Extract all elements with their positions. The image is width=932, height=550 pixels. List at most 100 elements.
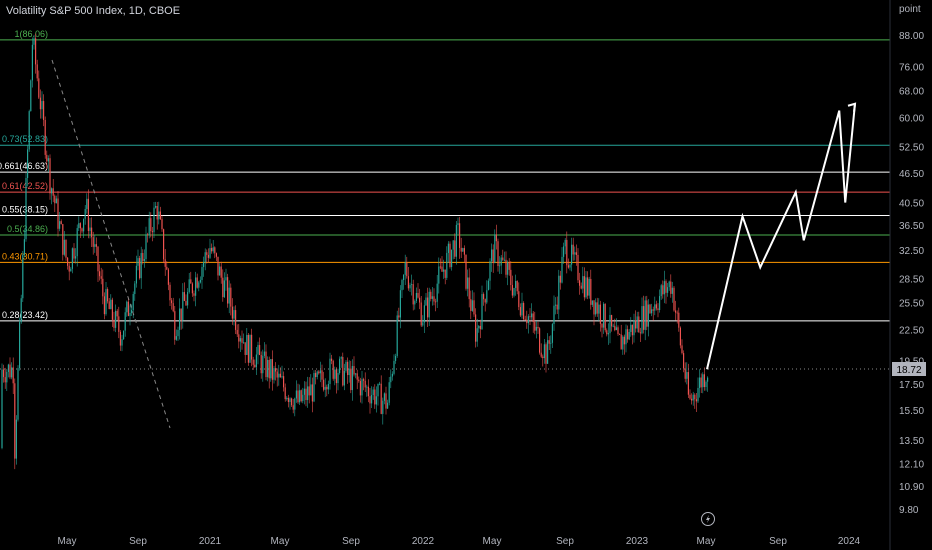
candle-body <box>249 334 251 363</box>
candle-body <box>556 304 558 310</box>
candle-body <box>654 304 656 311</box>
fibonacci-levels: 1(86.06) 0.73(52.83) 0.661(46.63) 0.61(42.5… <box>0 29 890 322</box>
candle-body <box>483 294 485 300</box>
candle-body <box>302 394 304 402</box>
candle-body <box>63 239 65 255</box>
candle-body <box>139 258 141 279</box>
candle-body <box>614 325 616 331</box>
candle-body <box>70 268 72 272</box>
candle-body <box>620 334 622 350</box>
projection-path <box>706 102 857 370</box>
candle-body <box>462 248 464 252</box>
candle-body <box>395 356 397 361</box>
candle-body <box>627 329 629 340</box>
candle-body <box>433 296 435 302</box>
projection-arrowhead <box>847 102 857 112</box>
candle-body <box>300 390 302 402</box>
candle-body <box>663 281 665 295</box>
candle-body <box>502 257 504 260</box>
candle-body <box>471 300 473 311</box>
candle-body <box>364 380 366 388</box>
candle-body <box>516 280 518 292</box>
candle-body <box>331 358 333 361</box>
candle-body <box>270 359 272 379</box>
candle-body <box>547 340 549 364</box>
candle-body <box>699 377 701 388</box>
candle-body <box>172 303 174 312</box>
candle-body <box>702 374 704 388</box>
candle-body <box>667 287 669 293</box>
candle-body <box>31 44 33 81</box>
lightning-icon[interactable] <box>701 512 715 526</box>
x-tick-label: May <box>483 536 502 547</box>
candle-body <box>75 256 77 259</box>
candle-body <box>30 80 32 112</box>
candle-body <box>587 277 589 296</box>
candle-body <box>507 262 509 275</box>
candle-body <box>553 305 555 325</box>
candle-body <box>54 195 56 204</box>
candle-body <box>52 188 54 196</box>
time-axis[interactable]: May Sep 2021 May Sep 2022 May Sep 2023 May Sep 2024 <box>58 536 861 547</box>
candle-body <box>371 394 373 404</box>
candle-body <box>171 300 173 304</box>
candle-body <box>159 211 161 220</box>
candle-body <box>417 292 419 298</box>
candle-body <box>463 248 465 255</box>
candle-body <box>105 289 107 315</box>
candle-body <box>615 327 617 331</box>
candle-body <box>169 284 171 301</box>
candle-body <box>166 266 168 270</box>
current-price-value: 18.72 <box>896 365 921 376</box>
candle-body <box>57 198 59 229</box>
candle-body <box>391 373 393 377</box>
candle-body <box>454 240 456 257</box>
candle-body <box>334 369 336 379</box>
candle-body <box>65 239 67 258</box>
candle-body <box>617 327 619 335</box>
candle-body <box>33 38 35 45</box>
candle-body <box>636 316 638 329</box>
candle-body <box>100 276 102 279</box>
candle-body <box>449 243 451 267</box>
candle-body <box>500 257 502 266</box>
y-tick-label: 46.50 <box>899 169 924 180</box>
candle-body <box>14 383 16 459</box>
candle-body <box>529 316 531 318</box>
candle-body <box>131 310 133 313</box>
candle-body <box>27 149 29 178</box>
candle-body <box>22 254 24 299</box>
candle-body <box>491 249 493 262</box>
candle-body <box>510 269 512 286</box>
candle-body <box>579 280 581 286</box>
candle-body <box>335 369 337 384</box>
candle-body <box>585 277 587 298</box>
candle-body <box>255 354 257 368</box>
candle-body <box>7 364 9 372</box>
candle-body <box>676 312 678 314</box>
candle-body <box>67 257 69 266</box>
candle-body <box>116 310 118 317</box>
candle-body <box>337 373 339 384</box>
candle-body <box>631 324 633 336</box>
candle-body <box>220 266 222 278</box>
y-tick-label: 36.50 <box>899 221 924 232</box>
candle-body <box>318 371 320 374</box>
candle-body <box>374 389 376 405</box>
y-tick-label: 40.50 <box>899 199 924 210</box>
price-axis[interactable]: 88.00 76.00 68.00 60.00 52.50 46.50 40.50 36.50… <box>889 0 924 550</box>
candle-body <box>435 301 437 303</box>
candle-body <box>543 344 545 359</box>
candle-body <box>398 315 400 318</box>
candle-body <box>595 302 597 315</box>
candle-body <box>524 319 526 320</box>
candle-body <box>299 390 301 403</box>
candle-body <box>577 254 579 281</box>
candle-body <box>3 369 5 378</box>
candle-body <box>411 284 413 286</box>
candle-body <box>423 305 425 323</box>
candle-body <box>591 300 593 305</box>
candle-body <box>415 292 417 302</box>
candle-body <box>145 234 147 260</box>
